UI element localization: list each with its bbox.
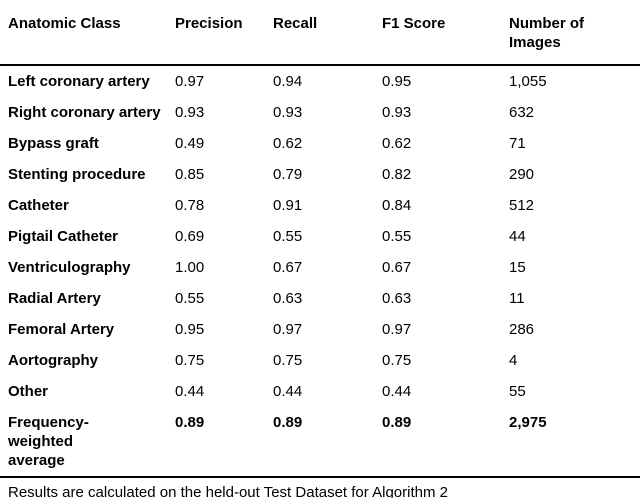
cell-class: Catheter xyxy=(8,197,69,214)
cell-class: Femoral Artery xyxy=(8,321,115,338)
cell-precision: 0.55 xyxy=(175,290,205,307)
header-anatomic-class: Anatomic Class xyxy=(0,0,175,66)
cell-precision: 0.49 xyxy=(175,135,205,152)
cell-n: 11 xyxy=(509,290,525,307)
results-table: Anatomic Class Precision Recall F1 Score… xyxy=(0,0,640,478)
table-row: Left coronary artery 0.97 0.94 0.95 1,05… xyxy=(0,65,640,97)
cell-n: 15 xyxy=(509,259,526,276)
cell-n: 286 xyxy=(509,321,535,338)
cell-class: Other xyxy=(8,383,49,400)
cell-precision: 0.75 xyxy=(175,352,205,369)
cell-f1: 0.93 xyxy=(382,104,412,121)
header-f1-score: F1 Score xyxy=(382,0,509,66)
cell-n: 290 xyxy=(509,166,535,183)
cell-f1: 0.63 xyxy=(382,290,412,307)
cell-recall: 0.67 xyxy=(273,259,303,276)
cell-f1: 0.55 xyxy=(382,228,412,245)
header-recall: Recall xyxy=(273,0,382,66)
cell-n: 55 xyxy=(509,383,526,400)
cell-f1: 0.67 xyxy=(382,259,412,276)
table-row: Stenting procedure 0.85 0.79 0.82 290 xyxy=(0,159,640,190)
cell-f1: 0.84 xyxy=(382,197,412,214)
cell-recall: 0.63 xyxy=(273,290,303,307)
table-header-row: Anatomic Class Precision Recall F1 Score… xyxy=(0,0,640,66)
cell-n: 4 xyxy=(509,352,518,369)
cell-recall: 0.79 xyxy=(273,166,303,183)
cell-n: 44 xyxy=(509,228,526,245)
cell-precision: 0.44 xyxy=(175,383,205,400)
cell-recall: 0.93 xyxy=(273,104,303,121)
cell-class: Ventriculography xyxy=(8,259,131,276)
table-row: Catheter 0.78 0.91 0.84 512 xyxy=(0,190,640,221)
cell-class: Left coronary artery xyxy=(8,73,150,90)
cell-f1: 0.95 xyxy=(382,73,412,90)
cell-precision: 0.78 xyxy=(175,197,205,214)
table-row: Femoral Artery 0.95 0.97 0.97 286 xyxy=(0,314,640,345)
cell-precision: 1.00 xyxy=(175,259,205,276)
cell-f1: 0.89 xyxy=(382,407,509,478)
cell-recall: 0.89 xyxy=(273,407,382,478)
cell-class: Bypass graft xyxy=(8,135,99,152)
cell-recall: 0.44 xyxy=(273,383,303,400)
cell-f1: 0.62 xyxy=(382,135,412,152)
header-precision: Precision xyxy=(175,0,273,66)
cell-precision: 0.85 xyxy=(175,166,205,183)
cell-recall: 0.55 xyxy=(273,228,303,245)
table-row: Ventriculography 1.00 0.67 0.67 15 xyxy=(0,252,640,283)
cell-recall: 0.75 xyxy=(273,352,303,369)
cell-f1: 0.75 xyxy=(382,352,412,369)
cell-n: 512 xyxy=(509,197,535,214)
cell-f1: 0.82 xyxy=(382,166,412,183)
cell-n: 632 xyxy=(509,104,535,121)
cell-recall: 0.91 xyxy=(273,197,303,214)
cell-n: 2,975 xyxy=(509,407,640,478)
header-number-of-images: Number of Images xyxy=(509,0,640,66)
table-row-frequency-weighted-average: Frequency-weighted average 0.89 0.89 0.8… xyxy=(0,407,640,478)
cell-precision: 0.97 xyxy=(175,73,205,90)
table-row: Aortography 0.75 0.75 0.75 4 xyxy=(0,345,640,376)
cell-n: 1,055 xyxy=(509,73,547,90)
cell-class: Frequency-weighted average xyxy=(0,407,175,478)
cell-class: Right coronary artery xyxy=(8,104,161,121)
cell-class: Aortography xyxy=(8,352,98,369)
cell-precision: 0.93 xyxy=(175,104,205,121)
cell-precision: 0.89 xyxy=(175,407,273,478)
cell-f1: 0.44 xyxy=(382,383,412,400)
cell-recall: 0.94 xyxy=(273,73,303,90)
cell-precision: 0.95 xyxy=(175,321,205,338)
table-row: Radial Artery 0.55 0.63 0.63 11 xyxy=(0,283,640,314)
cell-recall: 0.97 xyxy=(273,321,303,338)
table-caption: Results are calculated on the held-out T… xyxy=(8,484,448,498)
cell-class: Stenting procedure xyxy=(8,166,146,183)
table-row: Pigtail Catheter 0.69 0.55 0.55 44 xyxy=(0,221,640,252)
cell-f1: 0.97 xyxy=(382,321,412,338)
table-row: Right coronary artery 0.93 0.93 0.93 632 xyxy=(0,97,640,128)
table-row: Other 0.44 0.44 0.44 55 xyxy=(0,376,640,407)
cell-class: Pigtail Catheter xyxy=(8,228,119,245)
cell-class: Radial Artery xyxy=(8,290,101,307)
cell-recall: 0.62 xyxy=(273,135,303,152)
cell-precision: 0.69 xyxy=(175,228,205,245)
cell-n: 71 xyxy=(509,135,526,152)
table-row: Bypass graft 0.49 0.62 0.62 71 xyxy=(0,128,640,159)
